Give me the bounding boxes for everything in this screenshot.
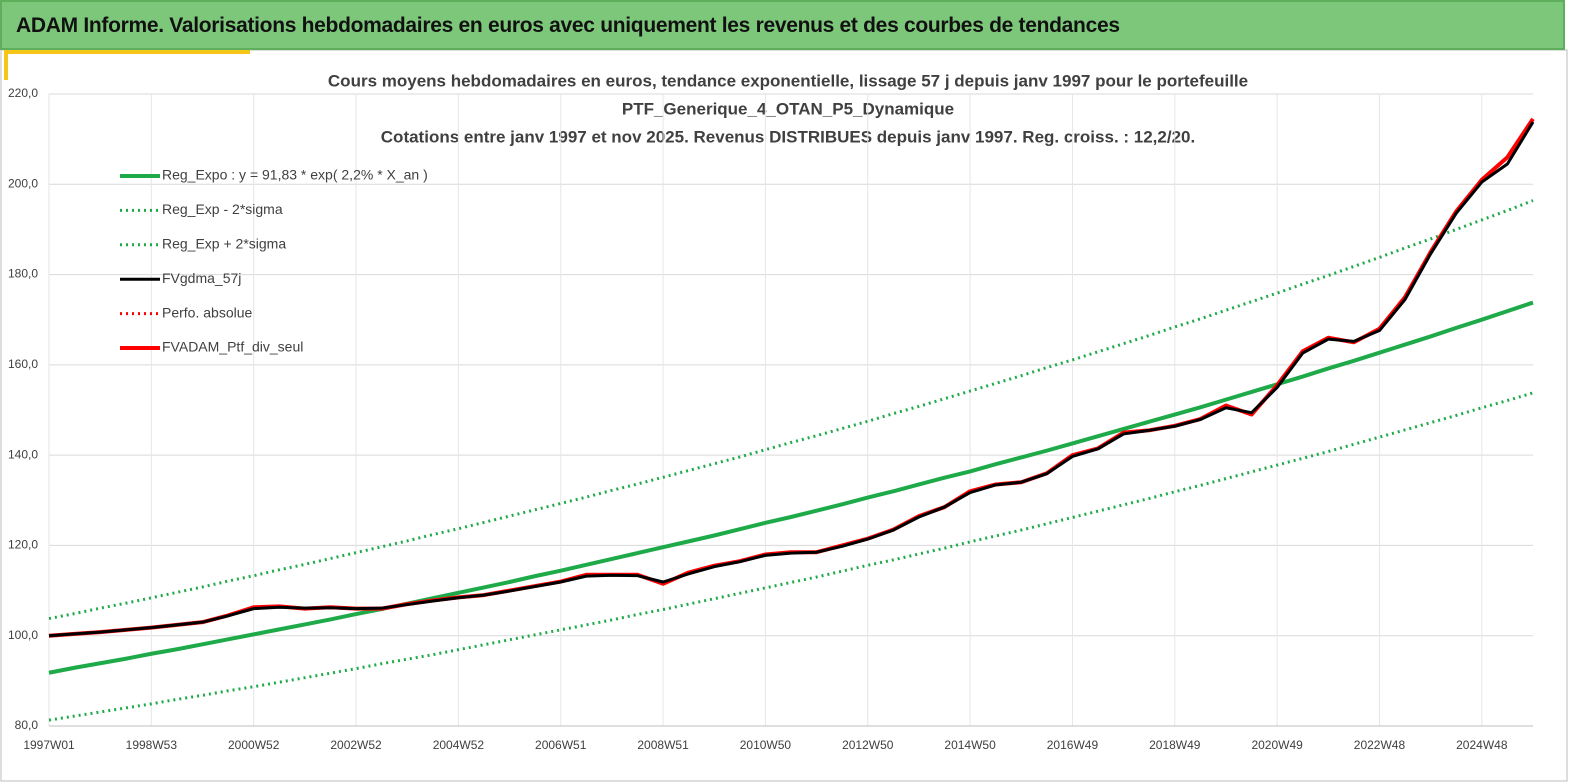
- y-tick-label: 100,0: [8, 628, 38, 642]
- legend-label: Reg_Expo : y = 91,83 * exp( 2,2% * X_an …: [162, 167, 428, 183]
- x-tick-label: 2002W52: [330, 738, 382, 752]
- chart-title: Cotations entre janv 1997 et nov 2025. R…: [381, 127, 1195, 146]
- x-tick-label: 2008W51: [637, 738, 689, 752]
- series-line: [48, 300, 1534, 675]
- x-tick-label: 2000W52: [228, 738, 280, 752]
- y-tick-label: 140,0: [8, 447, 38, 461]
- x-tick-label: 2022W48: [1354, 738, 1406, 752]
- accent: [4, 50, 250, 54]
- accent: [4, 50, 8, 80]
- x-tick-label: 2010W50: [740, 738, 792, 752]
- series-line: [48, 121, 1535, 638]
- header-title: ADAM Informe. Valorisations hebdomadaire…: [16, 14, 1120, 37]
- x-tick-label: 2020W49: [1251, 738, 1303, 752]
- y-tick-label: 120,0: [8, 538, 38, 552]
- x-tick-label: 2016W49: [1047, 738, 1099, 752]
- legend-label: FVgdma_57j: [162, 270, 241, 286]
- chart-title: PTF_Generique_4_OTAN_P5_Dynamique: [622, 99, 954, 118]
- y-tick-label: 220,0: [8, 86, 38, 100]
- x-tick-label: 1998W53: [126, 738, 178, 752]
- x-tick-label: 2004W52: [433, 738, 485, 752]
- legend-label: FVADAM_Ptf_div_seul: [162, 339, 303, 355]
- chart-frame: [0, 49, 1568, 782]
- x-tick-label: 2006W51: [535, 738, 587, 752]
- y-tick-label: 180,0: [8, 267, 38, 281]
- x-tick-label: 2024W48: [1456, 738, 1508, 752]
- chart-title: Cours moyens hebdomadaires en euros, ten…: [328, 71, 1248, 90]
- legend-label: Reg_Exp - 2*sigma: [162, 201, 283, 217]
- header: ADAM Informe. Valorisations hebdomadaire…: [0, 0, 1565, 50]
- y-tick-label: 200,0: [8, 176, 38, 190]
- x-tick-label: 1997W01: [23, 738, 75, 752]
- series-line: [48, 199, 1534, 621]
- legend-label: Perfo. absolue: [162, 304, 252, 320]
- y-tick-label: 160,0: [8, 357, 38, 371]
- legend-label: Reg_Exp + 2*sigma: [162, 236, 286, 252]
- x-tick-label: 2014W50: [944, 738, 996, 752]
- x-tick-label: 2012W50: [842, 738, 894, 752]
- y-tick-label: 80,0: [15, 718, 39, 732]
- x-tick-label: 2018W49: [1149, 738, 1201, 752]
